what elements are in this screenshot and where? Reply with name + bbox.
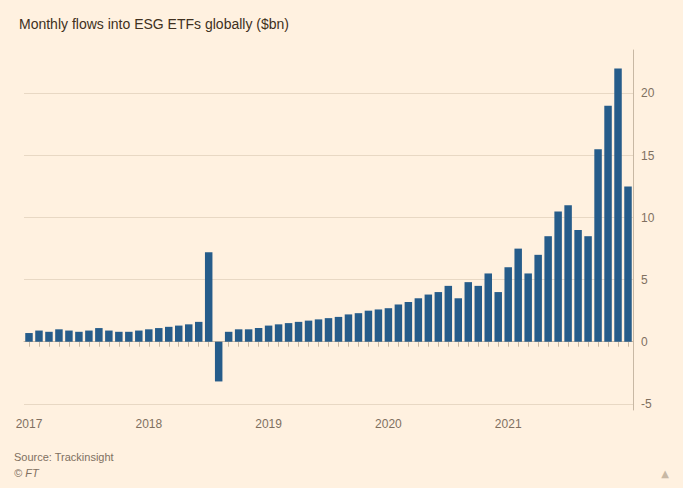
svg-text:© FT: © FT [14, 467, 40, 479]
svg-text:Monthly flows into ESG ETFs gl: Monthly flows into ESG ETFs globally ($b… [19, 16, 289, 32]
svg-text:Source: Trackinsight: Source: Trackinsight [14, 451, 114, 463]
svg-text:20: 20 [641, 86, 655, 100]
svg-text:▲: ▲ [661, 468, 669, 479]
svg-text:5: 5 [641, 273, 648, 287]
svg-text:15: 15 [641, 149, 655, 163]
svg-text:2017: 2017 [16, 417, 43, 431]
svg-text:-5: -5 [641, 397, 652, 411]
svg-text:0: 0 [641, 335, 648, 349]
svg-text:2020: 2020 [375, 417, 402, 431]
svg-text:2019: 2019 [255, 417, 282, 431]
svg-text:2018: 2018 [135, 417, 162, 431]
svg-text:10: 10 [641, 211, 655, 225]
svg-text:2021: 2021 [495, 417, 522, 431]
